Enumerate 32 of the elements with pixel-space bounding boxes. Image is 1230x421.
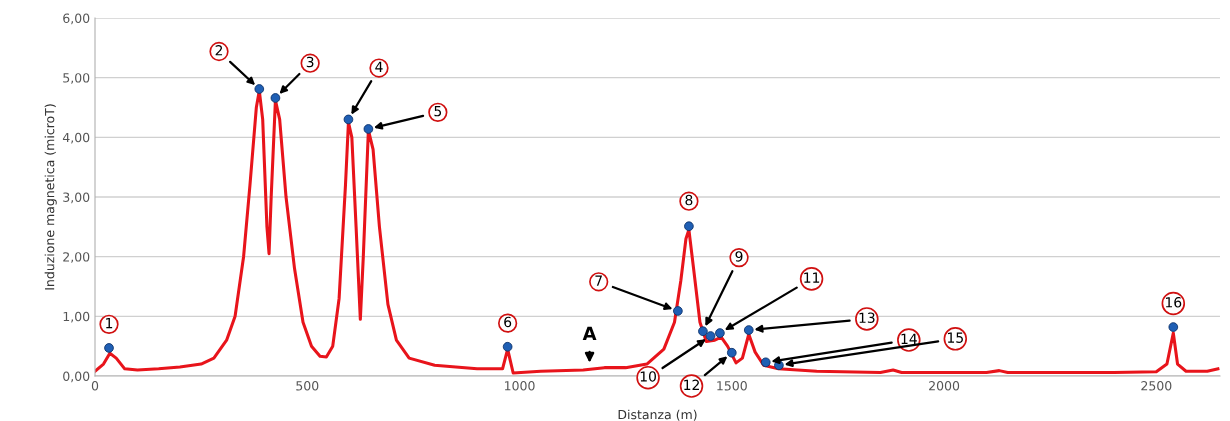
x-tick-label: 0 <box>91 381 99 391</box>
y-tick-label: 4,00 <box>62 132 90 144</box>
y-tick-label: 0,00 <box>63 371 90 383</box>
annotation: 5 <box>434 106 442 117</box>
y-tick-label: 2,00 <box>63 252 90 263</box>
x-tick-label: 1500 <box>717 381 747 391</box>
annotation: 11 <box>804 272 820 283</box>
annotation: A <box>582 326 597 340</box>
annotation: 10 <box>640 371 656 382</box>
y-tick-label: 5,00 <box>63 73 90 84</box>
annotation: 3 <box>306 56 314 68</box>
x-axis-title: Distanza (m) <box>618 409 697 421</box>
annotation: 12 <box>684 379 699 390</box>
x-tick-label: 1000 <box>505 381 535 391</box>
annotation: 15 <box>947 332 963 343</box>
y-axis-title: Induzione magnetica (microT) <box>44 104 57 290</box>
y-tick-label: 1,00 <box>63 311 90 323</box>
annotation: 14 <box>901 333 917 344</box>
x-tick-label: 2000 <box>929 381 960 391</box>
annotation: 4 <box>375 61 383 72</box>
annotation: 13 <box>859 312 875 323</box>
annotation: 2 <box>215 45 223 56</box>
annotation: 6 <box>504 316 512 328</box>
annotation: 8 <box>685 194 693 206</box>
y-tick-label: 6,00 <box>63 13 90 25</box>
x-tick-label: 2500 <box>1141 381 1172 391</box>
annotation: 7 <box>595 275 602 286</box>
annotation: 16 <box>1165 296 1182 308</box>
x-tick-label: 500 <box>296 381 319 391</box>
annotation: 9 <box>735 251 743 262</box>
annotation: 1 <box>106 318 113 329</box>
y-tick-label: 3,00 <box>63 192 90 204</box>
